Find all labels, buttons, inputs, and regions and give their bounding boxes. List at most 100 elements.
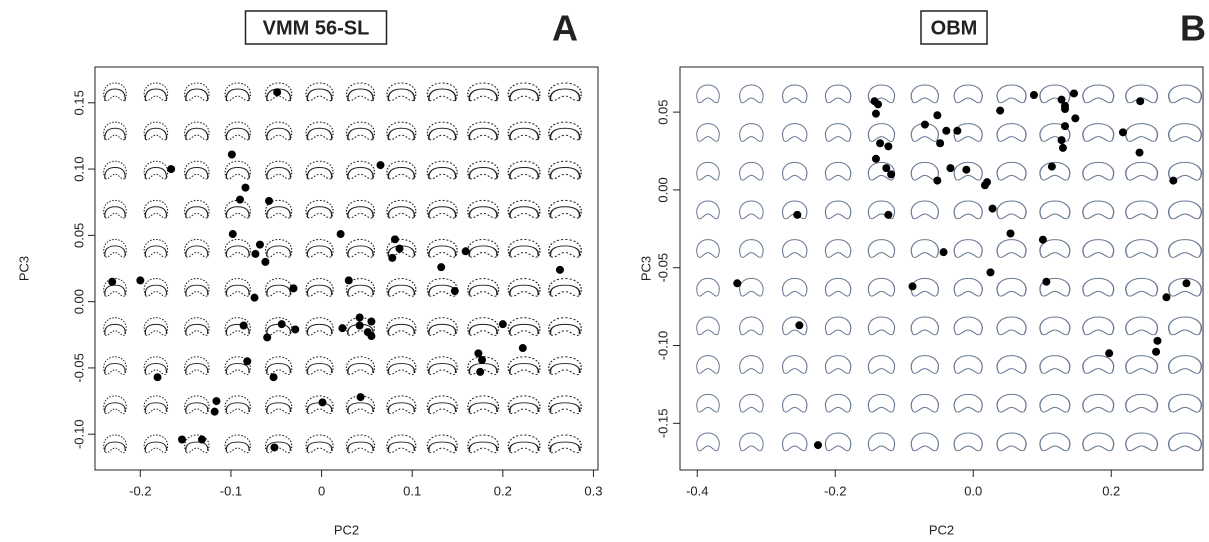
- background-shape: [1082, 84, 1115, 104]
- data-point: [336, 230, 345, 239]
- background-shape: [739, 432, 764, 452]
- background-shape: [549, 402, 581, 413]
- data-point: [273, 88, 282, 97]
- y-tick-label: 0.00: [655, 177, 670, 202]
- data-point: [1061, 122, 1070, 131]
- background-shape: [144, 402, 168, 413]
- background-shape: [739, 84, 764, 104]
- background-shape: [1168, 123, 1202, 142]
- data-point: [946, 164, 955, 173]
- background-shape: [509, 245, 540, 257]
- background-shape: [1039, 84, 1071, 104]
- background-shape: [225, 127, 250, 140]
- background-shape: [996, 239, 1027, 258]
- data-point: [450, 287, 459, 296]
- background-shape: [996, 123, 1027, 142]
- background-shape: [347, 363, 374, 374]
- background-shape: [739, 277, 764, 297]
- background-shape: [549, 284, 581, 296]
- background-shape: [996, 200, 1027, 220]
- background-shape: [696, 161, 720, 181]
- data-point: [1169, 176, 1178, 185]
- background-shape: [824, 393, 852, 413]
- background-shape: [824, 239, 852, 258]
- background-shape: [739, 239, 764, 258]
- background-shape: [996, 316, 1027, 336]
- background-shape: [1125, 161, 1159, 181]
- data-point: [277, 320, 286, 329]
- background-shape: [549, 88, 581, 102]
- background-shape: [549, 363, 581, 374]
- background-shape: [696, 123, 720, 142]
- data-point: [933, 176, 942, 185]
- background-shape: [996, 432, 1027, 452]
- background-shape: [104, 166, 126, 179]
- data-point: [1057, 136, 1066, 145]
- background-shape: [782, 432, 808, 452]
- panel-label: B: [1180, 8, 1206, 49]
- chart-title: VMM 56-SL: [263, 17, 370, 39]
- y-tick-label: -0.05: [655, 253, 670, 283]
- background-shape: [428, 206, 457, 218]
- background-shape: [996, 84, 1027, 104]
- data-point: [390, 235, 399, 244]
- background-shape: [266, 284, 292, 296]
- data-point: [355, 321, 364, 330]
- background-shape: [1125, 277, 1159, 297]
- background-shape: [782, 316, 808, 336]
- background-shape: [468, 323, 498, 335]
- x-tick-label: 0: [318, 483, 325, 498]
- background-shape: [428, 441, 457, 451]
- background-shape: [696, 432, 720, 452]
- background-shape: [1082, 123, 1115, 142]
- background-shape: [867, 393, 896, 413]
- background-shape: [185, 127, 209, 140]
- background-shape: [144, 284, 168, 296]
- background-shape: [910, 277, 939, 297]
- background-shape: [1168, 161, 1202, 181]
- background-shape: [468, 206, 498, 218]
- data-point: [236, 195, 245, 204]
- data-point: [1153, 336, 1162, 345]
- data-point: [318, 398, 327, 407]
- background-shape: [266, 402, 292, 413]
- background-shape: [910, 432, 939, 452]
- data-point: [265, 196, 274, 205]
- background-shape: [1168, 84, 1202, 104]
- data-point: [884, 210, 893, 219]
- background-shape: [509, 127, 540, 140]
- background-shape: [104, 441, 126, 451]
- x-tick-label: 0.2: [494, 483, 512, 498]
- y-tick-label: -0.15: [655, 409, 670, 439]
- background-shape: [266, 363, 292, 374]
- background-shape: [867, 239, 896, 258]
- background-shape: [1039, 355, 1071, 374]
- background-shape: [387, 441, 416, 451]
- background-shape: [1082, 316, 1115, 336]
- data-point: [212, 397, 221, 406]
- background-shape: [782, 239, 808, 258]
- background-shape: [387, 323, 416, 335]
- background-shape: [1168, 393, 1202, 413]
- x-tick-label: 0.1: [403, 483, 421, 498]
- background-shape: [782, 200, 808, 220]
- background-shape: [739, 393, 764, 413]
- background-shape: [867, 123, 896, 142]
- x-tick-label: 0.2: [1102, 483, 1120, 498]
- background-shape: [1125, 239, 1159, 258]
- background-shape: [953, 200, 983, 220]
- data-point: [241, 183, 250, 192]
- background-shape: [468, 245, 498, 257]
- background-shape: [225, 284, 250, 296]
- background-shape: [867, 432, 896, 452]
- background-shape: [824, 432, 852, 452]
- data-point: [871, 109, 880, 118]
- background-shape: [104, 127, 126, 140]
- data-point: [1071, 114, 1080, 123]
- background-shape: [549, 127, 581, 140]
- background-shape: [824, 316, 852, 336]
- data-point: [1136, 97, 1145, 106]
- background-shape: [910, 239, 939, 258]
- data-point: [344, 276, 353, 285]
- data-point: [871, 154, 880, 163]
